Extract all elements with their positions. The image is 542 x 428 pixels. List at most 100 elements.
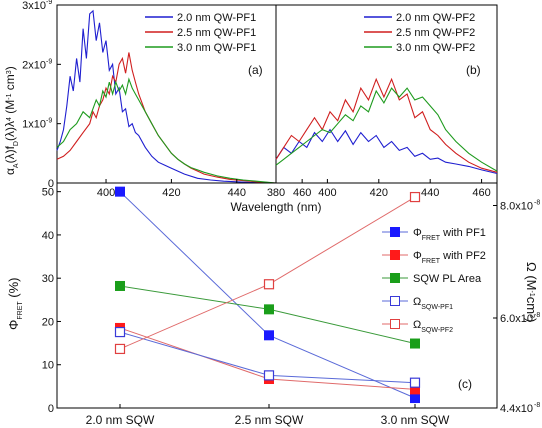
legend-marker-c-0 <box>390 227 400 237</box>
data-point-c-0 <box>264 330 274 341</box>
y-tick-label-c: 0 <box>48 403 54 415</box>
series-line-b-2 <box>275 87 498 172</box>
data-point-c-3 <box>263 370 275 381</box>
y-right-tick-label-c: 4.4x10 <box>500 403 533 415</box>
y-axis-label-a-part: A <box>13 163 20 168</box>
legend-subscript: FRET <box>422 258 441 265</box>
legend-marker-c-3 <box>390 296 400 306</box>
x-tick-label-b: 380 <box>267 187 285 199</box>
y-axis-label-a-part: α <box>3 168 17 175</box>
data-point-c-4 <box>114 343 126 355</box>
legend-label-b-1: 2.5 nm QW-PF2 <box>396 27 475 39</box>
legend-label-c-1: ΦFRET with PF2 <box>413 250 486 265</box>
legend-text: SQW PL Area <box>413 273 482 285</box>
y-axis-label-c-part: (%) <box>6 278 21 302</box>
panel-label-a: (a) <box>248 63 263 77</box>
x-tick-label-a: 460 <box>293 187 311 199</box>
y-tick-exp-a: -9 <box>46 0 52 6</box>
legend-symbol: Ω <box>413 296 421 308</box>
y-tick-label-a: 1x10 <box>22 119 46 131</box>
y-tick-label-c: 50 <box>42 187 54 199</box>
series-line-a-1 <box>56 52 277 184</box>
data-point-c-0 <box>115 186 125 197</box>
y-right-tick-label-c: 8.0x10 <box>500 201 533 213</box>
series-line-b-1 <box>275 77 498 173</box>
y-tick-label-c: 20 <box>42 316 54 328</box>
y-axis-label-a-part: -1 <box>6 93 13 99</box>
data-point-c-3 <box>114 326 126 338</box>
y-axis-label-right-c-part: Ω (M <box>524 262 539 291</box>
legend-label-a-1: 2.5 nm QW-PF1 <box>177 27 256 39</box>
x-axis-label-b: Wavelength (nm) <box>231 200 322 214</box>
x-tick-label-b: 440 <box>421 187 439 199</box>
legend-symbol: Φ <box>413 250 422 262</box>
y-tick-label-c: 40 <box>42 230 54 242</box>
legend-label-c-2: SQW PL Area <box>413 273 482 285</box>
y-axis-label-right-c-part: cm <box>524 297 539 314</box>
y-right-tick-exp-c: -8 <box>534 402 540 409</box>
data-point-c-4 <box>409 191 421 203</box>
y-axis-label-a: αA(λ)fD(λ)λ4 (M-1 cm3) <box>3 66 20 175</box>
legend-marker-c-1 <box>390 250 400 260</box>
legend-symbol: Ω <box>413 319 421 331</box>
legend-subscript: FRET <box>422 235 441 242</box>
y-tick-exp-a: -9 <box>46 58 52 65</box>
data-point-c-2 <box>264 304 274 315</box>
x-tick-label-b: 420 <box>370 187 388 199</box>
x-tick-label-b: 400 <box>318 187 336 199</box>
data-point-c-2 <box>115 280 125 291</box>
x-tick-label-a: 400 <box>97 187 115 199</box>
legend-marker-c-2 <box>390 273 400 283</box>
legend-suffix: with PF1 <box>440 227 486 239</box>
y-tick-label-c: 30 <box>42 273 54 285</box>
y-axis-label-a-part: (λ)λ <box>3 121 17 141</box>
data-point-c-0 <box>410 393 420 404</box>
legend-label-c-3: ΩSQW-PF1 <box>413 296 453 311</box>
legend-label-b-0: 2.0 nm QW-PF2 <box>396 12 475 24</box>
series-line-b-0 <box>275 128 498 175</box>
y-axis-label-right-c-part: -1 <box>529 291 536 297</box>
y-axis-label-right-c-part: 3 <box>529 314 536 318</box>
data-point-c-3 <box>409 377 421 388</box>
series-line-c-4 <box>119 196 416 350</box>
x-tick-label-a: 420 <box>162 187 180 199</box>
series-line-a-2 <box>56 77 277 184</box>
legend-label-c-0: ΦFRET with PF1 <box>413 227 486 242</box>
y-axis-label-c-part: Φ <box>6 320 21 330</box>
y-axis-label-right-c-part: ) <box>524 318 539 322</box>
legend-subscript: SQW-PF1 <box>421 304 453 311</box>
legend-label-b-2: 3.0 nm QW-PF2 <box>396 42 475 54</box>
legend-label-a-2: 3.0 nm QW-PF1 <box>177 42 256 54</box>
panel-label-b: (b) <box>466 63 481 77</box>
y-tick-label-a: 3x10 <box>22 0 46 12</box>
y-axis-label-a-part: (M <box>3 100 17 117</box>
legend-suffix: with PF2 <box>440 250 486 262</box>
series-line-c-0 <box>119 191 416 399</box>
panel-a: 2.0 nm QW-PF1 2.5 nm QW-PF1 3.0 nm QW-PF1 0… <box>3 0 311 199</box>
x-tick-label-a: 440 <box>228 187 246 199</box>
x-category-label-c: 2.0 nm SQW <box>86 413 155 427</box>
series-line-a-0 <box>56 9 277 184</box>
y-axis-label-c: ΦFRET (%) <box>6 278 24 331</box>
x-tick-label-b: 460 <box>472 187 490 199</box>
y-tick-label-a: 0 <box>48 178 54 190</box>
y-axis-label-right-c: Ω (M-1cm3) <box>524 262 539 322</box>
y-axis-label-a-part: 3 <box>6 70 13 74</box>
y-right-tick-exp-c: -8 <box>534 200 540 207</box>
legend-label-a-0: 2.0 nm QW-PF1 <box>177 12 256 24</box>
y-tick-label-a: 2x10 <box>22 59 46 71</box>
legend-subscript: SQW-PF2 <box>421 327 453 334</box>
y-axis-label-a-part: ) <box>3 66 17 70</box>
legend-symbol: Φ <box>413 227 422 239</box>
data-point-c-4 <box>263 279 275 290</box>
panel-label-c: (c) <box>458 377 472 391</box>
y-right-tick-label-c: 6.0x10 <box>500 313 533 325</box>
x-category-label-c: 3.0 nm SQW <box>381 413 450 427</box>
y-tick-label-c: 10 <box>42 360 54 372</box>
y-axis-label-a-part: D <box>13 141 20 146</box>
y-axis-label-a-part: cm <box>3 74 17 93</box>
x-category-label-c: 2.5 nm SQW <box>235 413 304 427</box>
y-axis-label-c-part: FRET <box>17 301 24 320</box>
y-axis-label-a-part: 4 <box>6 117 13 121</box>
